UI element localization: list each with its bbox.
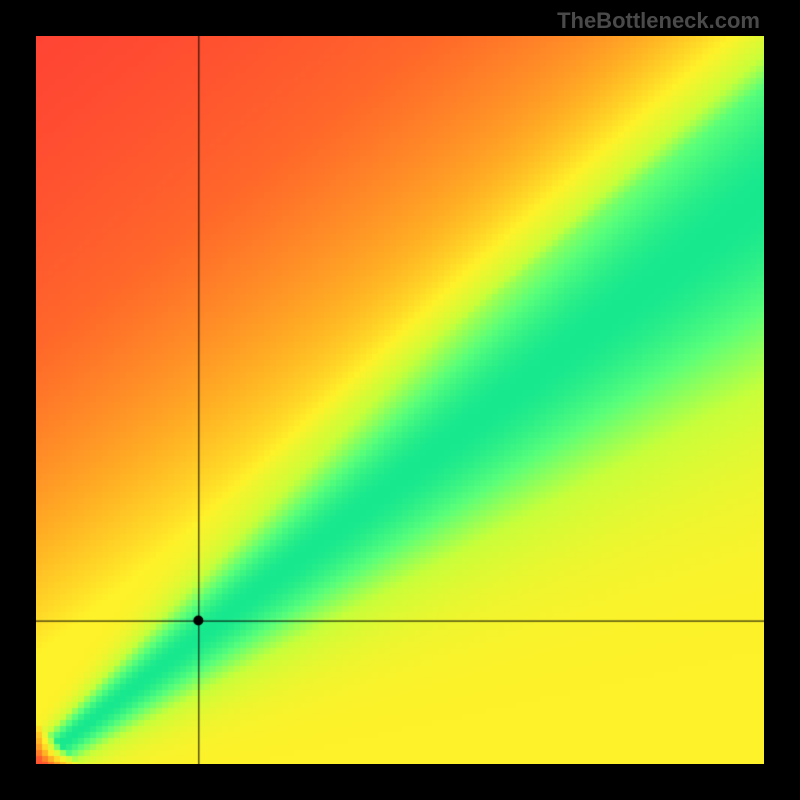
heatmap-plot-area [36,36,764,764]
watermark-text: TheBottleneck.com [557,8,760,34]
bottleneck-heatmap-canvas [36,36,764,764]
root-container: TheBottleneck.com [0,0,800,800]
